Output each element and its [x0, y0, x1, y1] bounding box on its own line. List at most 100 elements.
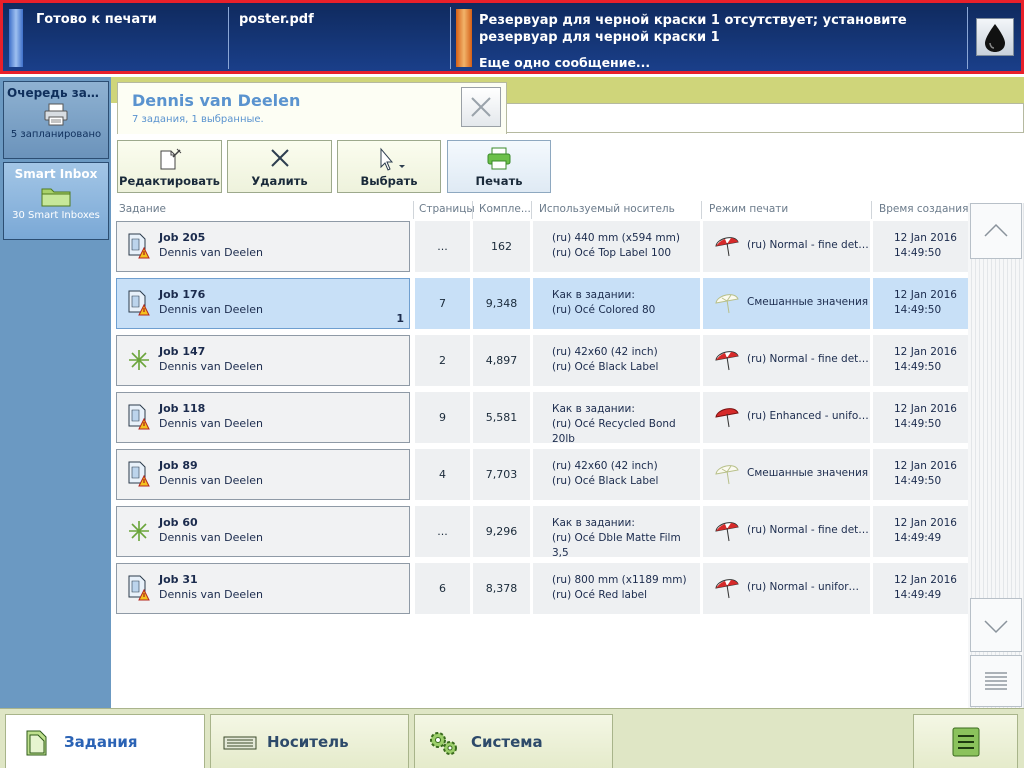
created-date: 12 Jan 2016 [894, 346, 957, 358]
job-owner: Dennis van Deelen [159, 417, 263, 430]
job-cell[interactable]: Job 31 Dennis van Deelen [116, 563, 410, 614]
ink-status-button[interactable] [976, 18, 1014, 56]
media-cell: Как в задании: (ru) Océ Dble Matte Film 3… [533, 506, 700, 559]
column-header-created[interactable]: Время создания [879, 203, 969, 215]
umbrella-red-icon [713, 234, 741, 261]
scroll-up-button[interactable] [970, 203, 1022, 259]
media-line-1: Как в задании: [552, 289, 635, 301]
job-cell[interactable]: Job 89 Dennis van Deelen [116, 449, 410, 500]
print-mode-cell: (ru) Normal - fine details [703, 221, 870, 272]
pages-cell: 6 [415, 563, 470, 614]
job-name: Job 60 [159, 516, 198, 529]
status-message[interactable]: Резервуар для черной краски 1 отсутствуе… [479, 13, 907, 45]
printer-icon [44, 103, 68, 126]
edit-button-label: Редактировать [119, 174, 220, 188]
document-warning-icon [127, 233, 151, 263]
job-cell[interactable]: Job 118 Dennis van Deelen [116, 392, 410, 443]
column-header-complete[interactable]: Компле... [479, 203, 531, 215]
sparkle-icon [127, 518, 151, 548]
job-name: Job 118 [159, 402, 206, 415]
print-mode-cell: Смешанные значения [703, 449, 870, 500]
media-line-1: (ru) 800 mm (x1189 mm) [552, 574, 687, 586]
complete-cell: 7,703 [473, 449, 530, 500]
pages-cell: 7 [415, 278, 470, 329]
document-warning-icon [127, 575, 151, 605]
delete-button[interactable]: Удалить [227, 140, 332, 193]
cursor-icon [380, 147, 405, 171]
select-button[interactable]: Выбрать [337, 140, 441, 193]
print-button[interactable]: Печать [447, 140, 551, 193]
pages-cell: 4 [415, 449, 470, 500]
gears-icon [430, 732, 457, 755]
chevron-up-icon [984, 223, 1008, 237]
media-line-1: Как в задании: [552, 403, 635, 415]
media-line-1: (ru) 440 mm (x594 mm) [552, 232, 680, 244]
close-button[interactable] [461, 87, 501, 127]
table-row[interactable]: Job 118 Dennis van Deelen 9 5,581 Как в зада… [111, 392, 968, 445]
job-summary: 7 задания, 1 выбранные. [132, 114, 264, 125]
tab-system[interactable]: Система [414, 714, 613, 768]
status-divider [450, 7, 451, 69]
created-time: 14:49:50 [894, 247, 942, 259]
column-header-pages[interactable]: Страницы [419, 203, 475, 215]
column-header-job[interactable]: Задание [119, 203, 167, 215]
media-cell: Как в задании: (ru) Océ Colored 80 [533, 278, 700, 329]
created-cell: 12 Jan 2016 14:49:50 [873, 278, 968, 329]
tab-media[interactable]: Носитель [210, 714, 409, 768]
menu-icon [952, 727, 980, 757]
status-bar[interactable]: Готово к печати poster.pdf Резервуар для… [0, 0, 1024, 74]
job-owner: Dennis van Deelen [159, 531, 263, 544]
created-date: 12 Jan 2016 [894, 289, 957, 301]
table-row[interactable]: Job 176 Dennis van Deelen 1 7 9,348 Как в зад… [111, 278, 968, 329]
current-file: poster.pdf [239, 12, 314, 27]
created-date: 12 Jan 2016 [894, 403, 957, 415]
media-line-2: (ru) Océ Black Label [552, 361, 659, 373]
job-cell[interactable]: Job 205 Dennis van Deelen [116, 221, 410, 272]
status-indicator-ready [9, 9, 23, 67]
pages-cell: 2 [415, 335, 470, 386]
table-row[interactable]: Job 89 Dennis van Deelen 4 7,703 (ru) 42x60 … [111, 449, 968, 500]
list-view-button[interactable] [970, 655, 1022, 707]
print-mode-text: (ru) Normal - fine details [747, 353, 869, 365]
table-row[interactable]: Job 205 Dennis van Deelen... 162 (ru) 440 m… [111, 221, 968, 272]
job-name: Job 31 [159, 573, 198, 586]
media-cell: (ru) 800 mm (x1189 mm) (ru) Océ Red label [533, 563, 700, 614]
table-row[interactable]: Job 60 Dennis van Deelen... 9,296 Как в зад… [111, 506, 968, 559]
table-row[interactable]: Job 147 Dennis van Deelen 2 4,897 (ru) 42x60… [111, 335, 968, 386]
tab-jobs[interactable]: Задания [5, 714, 205, 768]
created-date: 12 Jan 2016 [894, 460, 957, 472]
complete-cell: 4,897 [473, 335, 530, 386]
media-line-1: Как в задании: [552, 517, 635, 529]
job-owner: Dennis van Deelen [159, 360, 263, 373]
job-cell[interactable]: Job 60 Dennis van Deelen [116, 506, 410, 557]
job-cell[interactable]: Job 176 Dennis van Deelen 1 [116, 278, 410, 329]
job-queue-tile[interactable]: Очередь зада... 5 запланировано [3, 81, 109, 159]
column-header-media[interactable]: Используемый носитель [539, 203, 675, 215]
complete-cell: 8,378 [473, 563, 530, 614]
more-messages-link[interactable]: Еще одно сообщение... [479, 55, 651, 70]
column-header-mode[interactable]: Режим печати [709, 203, 789, 215]
column-separator [871, 201, 872, 219]
media-line-2: (ru) Océ Dble Matte Film 3,5 [552, 532, 681, 559]
print-mode-text: (ru) Enhanced - unifor... [747, 410, 869, 422]
scroll-down-button[interactable] [970, 598, 1022, 652]
smart-inbox-tile[interactable]: Smart Inbox 30 Smart Inboxes [3, 162, 109, 240]
created-cell: 12 Jan 2016 14:49:50 [873, 335, 968, 386]
edit-icon [160, 148, 181, 170]
pages-cell: 9 [415, 392, 470, 443]
column-separator [472, 201, 473, 219]
print-mode-cell: (ru) Normal - fine details [703, 335, 870, 386]
user-name: Dennis van Deelen [132, 91, 301, 110]
menu-button[interactable] [913, 714, 1018, 768]
table-row[interactable]: Job 31 Dennis van Deelen 6 8,378 (ru) 800 mm… [111, 563, 968, 614]
created-cell: 12 Jan 2016 14:49:49 [873, 563, 968, 614]
created-cell: 12 Jan 2016 14:49:50 [873, 221, 968, 272]
created-cell: 12 Jan 2016 14:49:50 [873, 392, 968, 443]
created-time: 14:49:50 [894, 361, 942, 373]
umbrella-red-icon [713, 519, 741, 546]
created-date: 12 Jan 2016 [894, 574, 957, 586]
print-mode-text: (ru) Normal - fine details [747, 524, 869, 536]
edit-button[interactable]: Редактировать [117, 140, 222, 193]
printer-icon [487, 147, 511, 170]
job-cell[interactable]: Job 147 Dennis van Deelen [116, 335, 410, 386]
